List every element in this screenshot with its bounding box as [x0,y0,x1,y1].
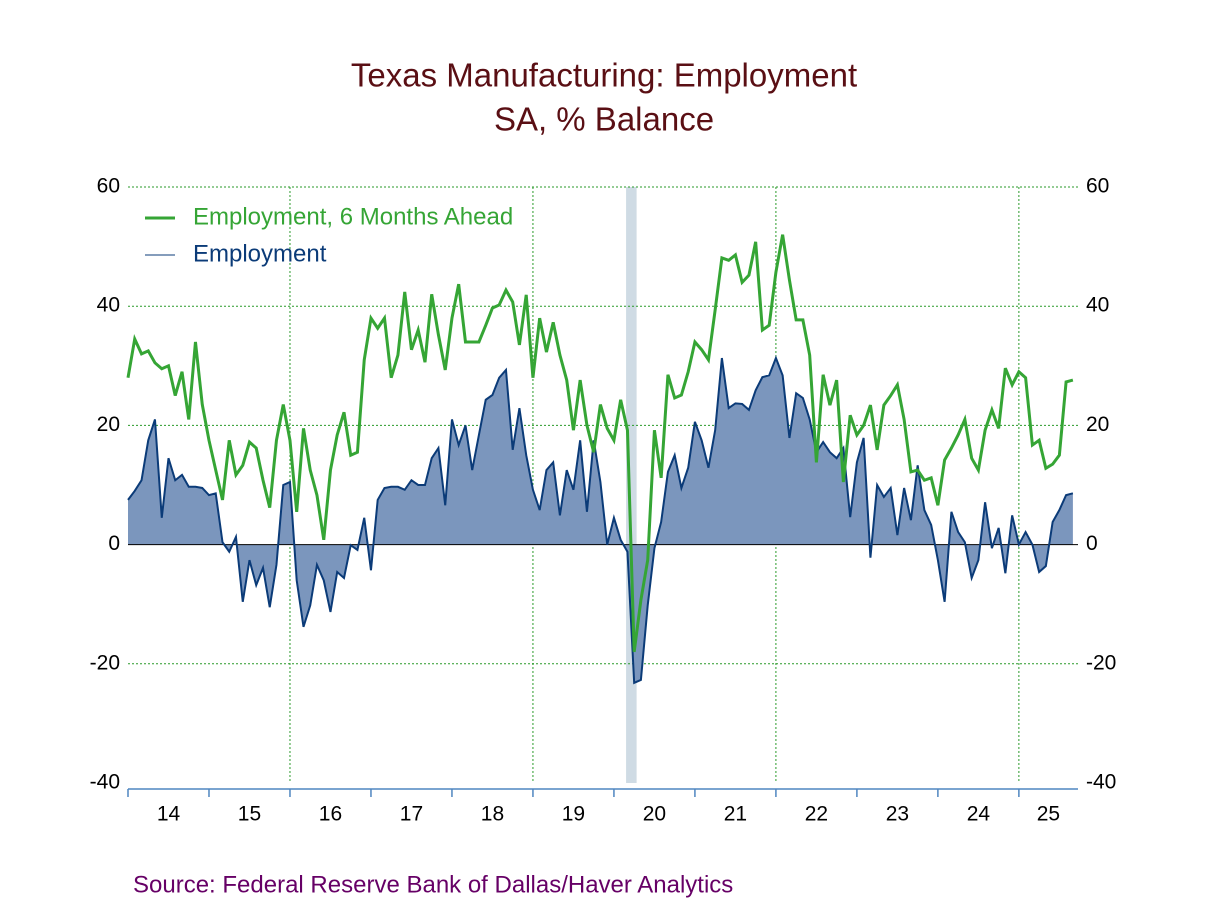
x-tick-label: 19 [562,803,585,826]
x-tick-label: 21 [724,803,747,826]
y-tick-label: -40 [90,771,120,794]
x-tick-label: 16 [319,803,342,826]
source-note: Source: Federal Reserve Bank of Dallas/H… [133,871,733,898]
y2-tick-label: 20 [1086,413,1109,436]
y2-tick-label: 40 [1086,294,1109,317]
y2-tick-label: 60 [1086,175,1109,198]
x-tick-label: 25 [1037,803,1060,826]
x-tick-label: 20 [643,803,666,826]
recession-shade [626,187,637,783]
x-tick-label: 15 [238,803,261,826]
x-tick-label: 17 [400,803,423,826]
x-tick-label: 24 [967,803,991,826]
x-tick-label: 18 [481,803,504,826]
y-tick-label: 40 [97,294,120,317]
y-tick-label: 0 [108,532,120,555]
legend-label: Employment [193,240,327,267]
y-tick-label: 20 [97,413,120,436]
chart-subtitle: SA, % Balance [494,101,714,138]
legend-label: Employment, 6 Months Ahead [193,203,513,230]
x-tick-label: 23 [886,803,909,826]
chart-title: Texas Manufacturing: Employment [351,57,857,94]
y2-tick-label: 0 [1086,532,1098,555]
y2-tick-label: -20 [1086,651,1116,674]
x-tick-label: 14 [157,803,181,826]
area [128,358,1073,683]
x-tick-label: 22 [805,803,828,826]
y2-tick-label: -40 [1086,771,1116,794]
line [127,355,1074,685]
y-tick-label: -20 [90,651,120,674]
line [126,234,1074,653]
y-tick-label: 60 [97,175,120,198]
